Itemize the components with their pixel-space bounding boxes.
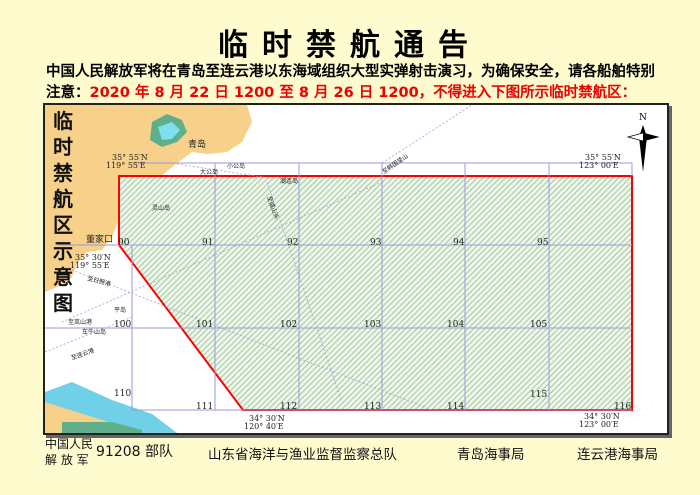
svg-text:120° 40′E: 120° 40′E [244,422,284,431]
svg-text:至日照港: 至日照港 [86,274,111,288]
svg-text:平岛: 平岛 [114,306,126,314]
footer-org-lianyungang-msa: 连云港海事局 [577,447,658,463]
svg-text:34° 30′N: 34° 30′N [249,414,285,423]
svg-text:车牛山岛: 车牛山岛 [82,328,106,336]
svg-text:至连云港: 至连云港 [70,346,95,362]
cell-number: 90 [118,238,130,248]
cell-number: 113 [364,402,381,412]
svg-text:潮连岛: 潮连岛 [280,177,298,185]
cell-numbers: 90 91 92 93 94 95 100 101 102 103 104 10… [114,238,631,412]
cell-number: 105 [530,320,547,330]
svg-text:34° 30′N: 34° 30′N [584,412,620,421]
cell-number: 103 [364,320,381,330]
svg-text:35° 55′N: 35° 55′N [585,153,621,162]
cell-number: 102 [280,320,297,330]
cell-number: 101 [196,320,213,330]
closure-zone [118,175,633,411]
svg-text:小公岛: 小公岛 [227,162,245,170]
map-side-title: 临时禁航区示意图 [53,109,73,315]
map-canvas: 90 91 92 93 94 95 100 101 102 103 104 10… [44,104,660,433]
footer-org-qingdao-msa: 青岛海事局 [457,447,525,463]
cell-number: 116 [614,402,631,412]
notice-prefix: 注意： [46,85,90,101]
cell-number: 91 [202,238,213,248]
svg-text:大公岛: 大公岛 [200,168,218,176]
coordinate-labels: 35° 55′N 119° 55′E 35° 55′N 123° 00′E 35… [70,153,621,431]
notice-period: 2020 年 8 月 22 日 1200 至 8 月 26 日 1200，不得进… [89,85,637,101]
footer-org-fishery: 山东省海洋与渔业监督监察总队 [208,447,397,463]
svg-text:35° 55′N: 35° 55′N [112,153,148,162]
cell-number: 112 [280,402,297,412]
cell-number: 114 [447,402,464,412]
notice-line-1: 中国人民解放军将在青岛至连云港以东海域组织大型实弹射击演习，为确保安全，请各船舶… [46,64,655,80]
svg-text:青岛: 青岛 [188,138,206,150]
cell-number: 100 [114,320,131,330]
notice-line-2: 注意：2020 年 8 月 22 日 1200 至 8 月 26 日 1200，… [46,81,636,102]
page-title: 临时禁航通告 [218,28,482,63]
cell-number: 94 [453,238,465,248]
svg-text:119° 55′E: 119° 55′E [106,161,146,170]
compass-icon: N [626,113,660,172]
svg-text:N: N [639,113,647,123]
cell-number: 93 [370,238,382,248]
svg-text:35° 30′N: 35° 30′N [75,253,111,262]
cell-number: 115 [530,390,547,400]
svg-text:123° 00′E: 123° 00′E [579,420,619,429]
svg-text:至韩国釜山: 至韩国釜山 [381,152,410,176]
cell-number: 92 [287,238,298,248]
svg-text:灵山岛: 灵山岛 [152,204,170,212]
footer-unit: 91208 部队 [96,444,173,460]
cell-number: 95 [537,238,549,248]
svg-text:董家口: 董家口 [86,233,113,245]
svg-text:123° 00′E: 123° 00′E [579,161,619,170]
shipping-routes [44,104,473,411]
closure-map: 90 91 92 93 94 95 100 101 102 103 104 10… [43,103,669,435]
svg-text:至岚山港: 至岚山港 [68,318,92,326]
cell-number: 111 [196,402,213,412]
svg-text:119° 55′E: 119° 55′E [70,261,110,270]
cell-number: 104 [447,320,464,330]
cell-number: 110 [114,389,131,399]
footer-pla: 中国人民解 放 军 [45,437,94,467]
